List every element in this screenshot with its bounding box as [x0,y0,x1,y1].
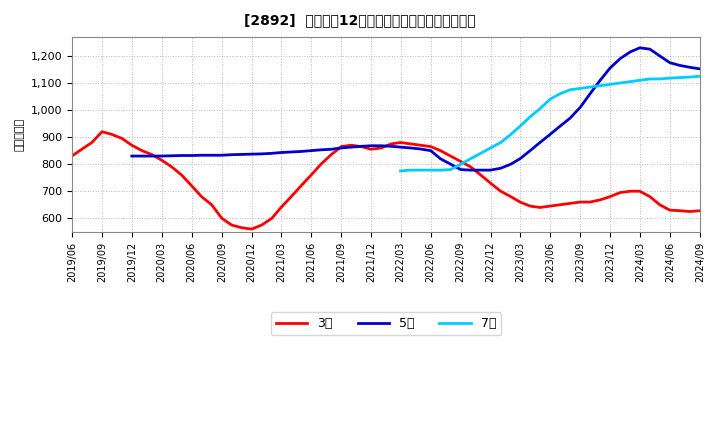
Text: [2892]  経常利益12か月移動合計の標準偏差の推移: [2892] 経常利益12か月移動合計の標準偏差の推移 [244,13,476,27]
Legend: 3年, 5年, 7年: 3年, 5年, 7年 [271,312,501,335]
Line: 3年: 3年 [72,132,700,229]
Line: 7年: 7年 [400,76,700,171]
Y-axis label: （百万円）: （百万円） [15,118,25,151]
Line: 5年: 5年 [132,48,700,170]
